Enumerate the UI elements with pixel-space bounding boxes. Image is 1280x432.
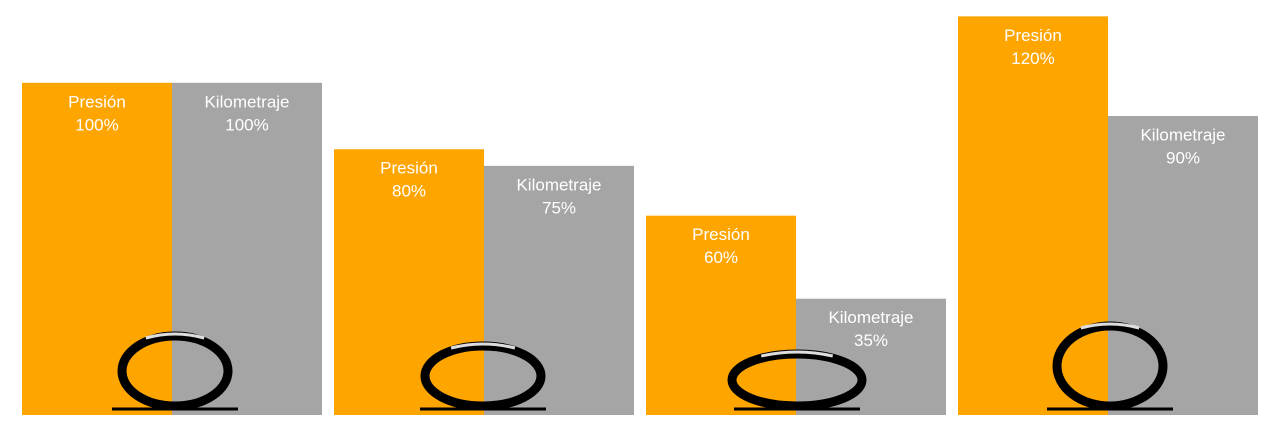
bar <box>958 16 1108 416</box>
bar-series-label: Presión <box>380 159 438 178</box>
tire <box>420 341 546 411</box>
bar <box>172 82 322 416</box>
bar-value-label: 100% <box>225 115 268 134</box>
tire <box>1052 321 1168 411</box>
bar-series-label: Presión <box>1004 26 1062 45</box>
bar-value-label: 100% <box>75 115 118 134</box>
bar-value-label: 60% <box>704 248 738 267</box>
bar-series-label: Presión <box>692 225 750 244</box>
bar-series-label: Kilometraje <box>828 308 913 327</box>
tire-tread <box>1080 322 1140 330</box>
bar-value-label: 35% <box>854 331 888 350</box>
bar-value-label: 120% <box>1011 49 1054 68</box>
bar <box>646 215 796 415</box>
bar <box>22 82 172 416</box>
bar <box>1108 116 1258 416</box>
bar-series-label: Kilometraje <box>516 175 601 194</box>
tire-tread <box>145 332 205 340</box>
tire-tread <box>760 350 834 358</box>
bar-series-label: Kilometraje <box>1140 126 1225 145</box>
bar-series-label: Presión <box>68 92 126 111</box>
bar-series-label: Kilometraje <box>204 92 289 111</box>
tire <box>727 349 867 411</box>
bar-value-label: 80% <box>392 182 426 201</box>
tire-tread <box>450 342 516 350</box>
bar-value-label: 75% <box>542 198 576 217</box>
bar <box>484 165 634 415</box>
tire <box>117 331 233 411</box>
bar <box>334 149 484 416</box>
bar-value-label: 90% <box>1166 149 1200 168</box>
